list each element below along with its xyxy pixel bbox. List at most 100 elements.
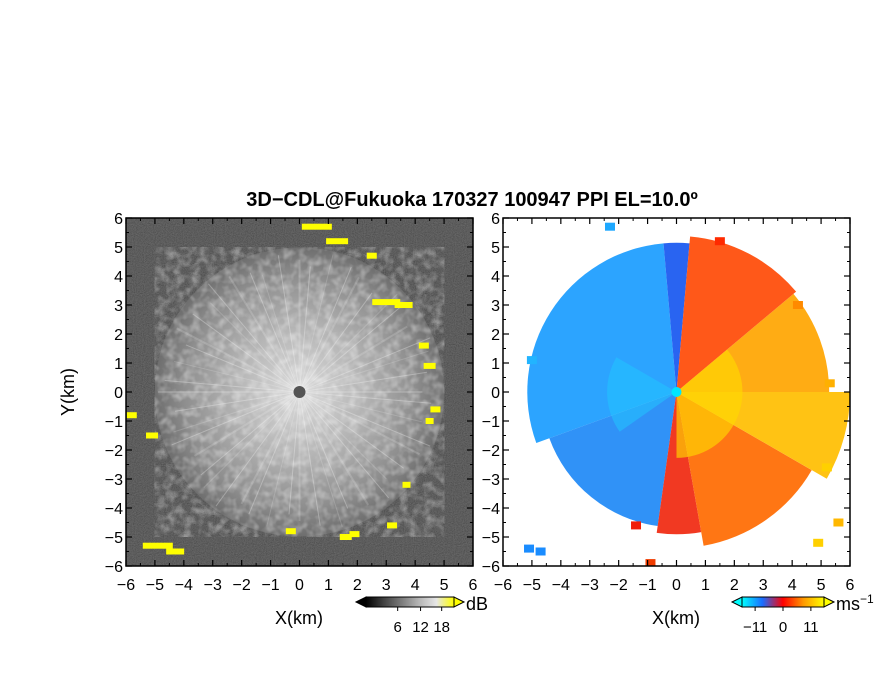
x-tick-label: −5: [146, 577, 164, 594]
velocity-sector-near-approaching: [607, 357, 677, 432]
x-tick-label: 0: [295, 577, 304, 594]
snr-streak: [299, 371, 428, 393]
y-tick-label: 3: [114, 298, 123, 315]
x-tick-label: −6: [117, 577, 135, 594]
x-tick-label: −3: [581, 577, 599, 594]
y-tick-label: −2: [482, 443, 500, 460]
snr-streak: [210, 302, 300, 393]
snr-high-signal-fringe: [126, 223, 441, 555]
y-tick-label: −3: [482, 472, 500, 489]
y-tick-label: −2: [105, 443, 123, 460]
snr-fringe-patch: [339, 534, 352, 540]
y-tick-label: 1: [114, 356, 123, 373]
snr-streak: [192, 313, 300, 393]
x-tick-label: 6: [846, 577, 855, 594]
x-tick-label: 5: [440, 577, 449, 594]
x-tick-label: −5: [523, 577, 541, 594]
snr-streak: [299, 391, 387, 480]
snr-streak: [173, 360, 300, 393]
snr-streak: [299, 293, 398, 393]
snr-radial-streaks: [158, 254, 432, 528]
y-tick-label: −5: [105, 530, 123, 547]
x-tick-label: 3: [759, 577, 768, 594]
snr-streak: [176, 327, 300, 393]
velocity-axis-ticks: −6 −5 −4 −3 −2 −1 0 1 2 3 4 5 6 6 5 4 3 2 1 0 −1 −2 −3 −4 −5 −6: [482, 211, 855, 594]
y-tick-label: −5: [482, 530, 500, 547]
y-tick-label: −4: [482, 501, 500, 518]
snr-fringe-patch: [166, 548, 185, 555]
x-tick-label: −4: [552, 577, 570, 594]
snr-streak: [164, 379, 300, 393]
x-tick-label: 0: [672, 577, 681, 594]
snr-fringe-patch: [402, 481, 411, 488]
snr-fringe-patch: [326, 238, 349, 245]
snr-streak: [299, 350, 429, 393]
snr-axis-ticks: −6 −5 −4 −3 −2 −1 0 1 2 3 4 5 6 6 5 4 3 2 1 0 −1 −2 −3 −4 −5 −6: [105, 211, 478, 594]
x-tick-label: 4: [411, 577, 420, 594]
colorbar-unit: dB: [466, 594, 488, 614]
y-tick-label: 0: [114, 385, 123, 402]
snr-fringe-patch: [372, 299, 401, 306]
velocity-speck: [821, 463, 832, 472]
x-tick-label: 4: [788, 577, 797, 594]
colorbar-tick-label: −11: [743, 619, 767, 636]
velocity-speck: [792, 301, 803, 309]
y-tick-label: −1: [482, 414, 500, 431]
snr-streak: [185, 344, 300, 393]
y-tick-label: 4: [114, 269, 123, 286]
velocity-sector-near-receding: [676, 349, 743, 458]
snr-streak: [298, 276, 360, 393]
x-tick-label: −6: [494, 577, 512, 594]
snr-streak: [299, 391, 423, 423]
y-tick-label: 4: [491, 269, 500, 286]
snr-streak: [299, 254, 334, 393]
snr-fringe-patch: [394, 302, 413, 308]
velocity-echo-region: [527, 236, 850, 546]
y-tick-label: −4: [105, 501, 123, 518]
snr-streak: [173, 391, 300, 433]
radar-site-marker: [671, 387, 682, 397]
snr-streak: [299, 391, 421, 456]
snr-streak: [203, 391, 300, 489]
snr-streak: [299, 391, 349, 509]
velocity-edge-specks: [524, 222, 844, 566]
snr-fringe-patch: [146, 432, 159, 439]
y-tick-label: 0: [491, 385, 500, 402]
snr-streak: [299, 266, 311, 393]
x-tick-label: −4: [175, 577, 193, 594]
snr-streak: [288, 391, 300, 515]
colorbar-tick-label: 11: [803, 619, 819, 636]
x-tick-label: −2: [610, 577, 628, 594]
x-tick-label: 2: [353, 577, 362, 594]
snr-streak: [193, 391, 301, 457]
snr-streak: [299, 391, 343, 528]
velocity-speck: [813, 538, 824, 547]
snr-streak: [298, 391, 370, 506]
snr-fringe-patch: [423, 362, 436, 369]
velocity-speck: [714, 237, 725, 246]
snr-fringe-patch: [126, 412, 137, 419]
x-tick-label: −3: [204, 577, 222, 594]
velocity-sector-receding: [676, 236, 797, 392]
snr-streak: [299, 391, 432, 404]
y-tick-label: 5: [114, 240, 123, 257]
y-tick-label: 2: [114, 327, 123, 344]
velocity-speck: [535, 547, 546, 556]
snr-fringe-patch: [366, 252, 377, 259]
snr-streak: [299, 391, 404, 469]
snr-streak: [299, 337, 431, 393]
snr-fringe-patch: [301, 223, 332, 230]
snr-streak: [299, 391, 431, 447]
snr-streak: [171, 391, 300, 446]
snr-streak: [299, 306, 401, 393]
velocity-x-axis-label: X(km): [652, 608, 700, 628]
velocity-speck: [645, 559, 656, 566]
snr-fringe-patch: [430, 406, 441, 413]
y-tick-label: 5: [491, 240, 500, 257]
colorbar-tick-label: 6: [394, 619, 402, 636]
radar-site-marker: [293, 386, 306, 398]
velocity-sector-zero-line: [663, 242, 690, 392]
snr-fringe-patch: [418, 342, 429, 349]
snr-streak: [200, 391, 300, 476]
